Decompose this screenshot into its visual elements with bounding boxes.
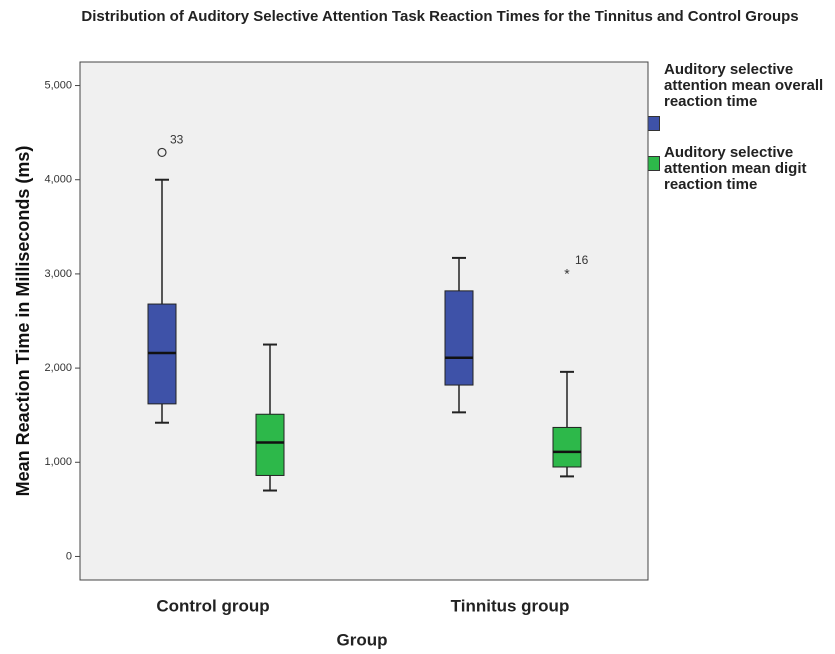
- box: [552, 426, 582, 468]
- legend-label: Auditory selective attention mean digit …: [664, 144, 807, 193]
- outlier-label: 33: [170, 133, 184, 147]
- y-tick-label: 1,000: [44, 456, 72, 468]
- y-tick-label: 4,000: [44, 174, 72, 186]
- legend-item: Auditory selective attention mean overal…: [645, 61, 835, 131]
- legend-label: Auditory selective attention mean overal…: [664, 61, 824, 110]
- box: [444, 290, 474, 386]
- y-axis-label: Mean Reaction Time in Milliseconds (ms): [13, 146, 33, 497]
- x-axis-label: Group: [337, 630, 388, 649]
- y-tick-label: 2,000: [44, 362, 72, 374]
- y-tick-label: 0: [66, 550, 72, 562]
- x-tick-label: Tinnitus group: [451, 596, 570, 615]
- x-tick-label: Control group: [156, 596, 269, 615]
- y-tick-label: 5,000: [44, 79, 72, 91]
- outlier-label: 16: [575, 253, 589, 267]
- chart-title: Distribution of Auditory Selective Atten…: [81, 8, 799, 25]
- outlier: [157, 147, 167, 158]
- extreme-outlier: *: [564, 266, 570, 282]
- y-tick-label: 3,000: [44, 268, 72, 280]
- box: [255, 413, 285, 476]
